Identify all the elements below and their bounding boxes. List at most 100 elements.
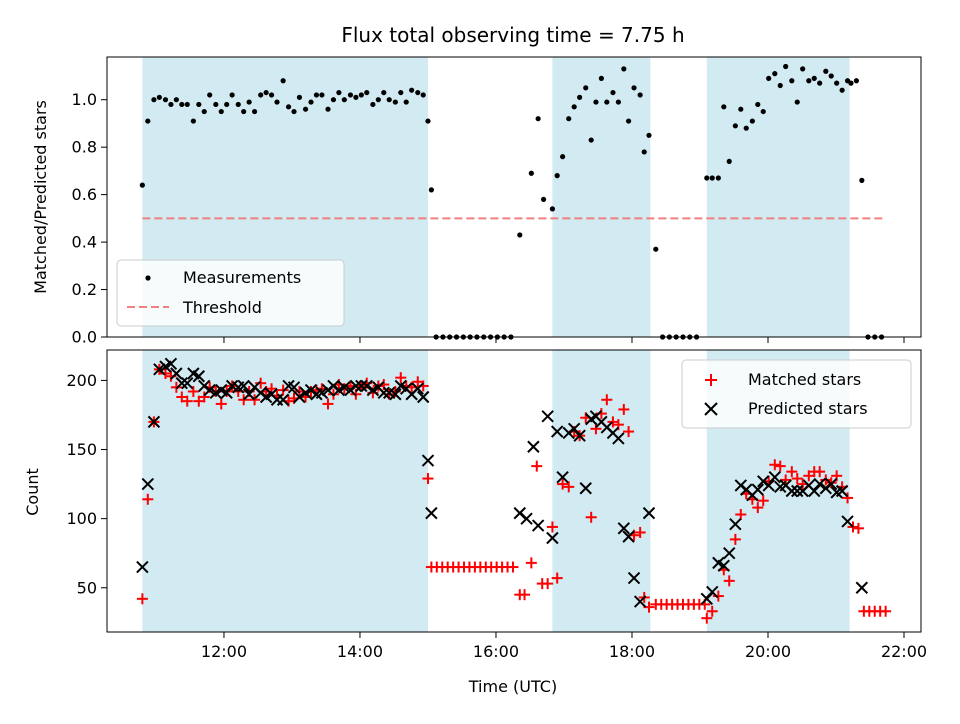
matched-star-point: [814, 466, 826, 478]
matched-star-point: [791, 473, 803, 485]
matched-star-point: [757, 495, 769, 507]
ratio-panel: 0.0 0.2 0.4 0.6 0.8 1.0 Matched/Predicted sta…: [31, 56, 922, 347]
predicted-star-point: [546, 531, 559, 545]
top-axes-frame: [106, 56, 922, 338]
predicted-star-point: [622, 530, 635, 543]
measurement-point: [598, 75, 604, 81]
legend-measurements-label: Measurements: [183, 268, 301, 287]
measurement-point: [859, 177, 865, 183]
measurement-point: [381, 89, 387, 96]
measurement-point: [789, 78, 795, 84]
top-y-axis-label: Matched/Predicted stars: [31, 100, 50, 294]
predicted-star-point: [556, 470, 569, 484]
matched-star-point: [187, 385, 199, 397]
predicted-star-point: [175, 376, 189, 390]
x-tick-label: 12:00: [201, 642, 247, 661]
top-plot-area: [139, 63, 885, 340]
predicted-star-point: [349, 379, 363, 393]
figure-title: Flux total observing time = 7.75 h: [341, 23, 684, 47]
predicted-star-point: [389, 388, 402, 401]
measurement-point: [535, 116, 541, 122]
predicted-star-point: [729, 517, 742, 531]
matched-star-point: [634, 526, 646, 538]
matched-star-point: [880, 605, 892, 617]
measurement-point: [184, 101, 190, 108]
predicted-star-point: [627, 571, 641, 585]
measurement-point: [403, 99, 409, 105]
measurement-point: [653, 246, 659, 252]
predicted-star-point: [617, 522, 631, 535]
predicted-star-point: [762, 479, 775, 492]
predicted-star-point: [421, 454, 435, 467]
measurement-point: [218, 108, 224, 115]
legend-predicted-label: Predicted stars: [748, 399, 868, 418]
measurement-point: [420, 92, 426, 98]
matched-star-point: [729, 533, 741, 545]
predicted-star-point: [768, 470, 781, 484]
measurement-point: [583, 85, 589, 91]
measurement-point: [415, 89, 421, 96]
measurement-point: [800, 66, 806, 72]
matched-star-point: [769, 459, 781, 471]
matched-star-point: [752, 502, 764, 514]
measurement-point: [330, 97, 337, 103]
measurement-point: [709, 175, 715, 181]
matched-star-point: [852, 522, 864, 534]
matched-star-point: [546, 521, 558, 533]
predicted-star-point: [835, 484, 849, 498]
measurement-point: [168, 101, 174, 108]
predicted-star-point: [642, 506, 656, 520]
matched-star-point: [142, 493, 154, 505]
measurement-point: [577, 94, 583, 100]
measurement-point: [280, 78, 286, 84]
bottom-legend: Matched stars Predicted stars: [681, 359, 912, 429]
predicted-star-point: [417, 390, 430, 404]
matched-star-point: [623, 426, 635, 438]
matched-star-point: [618, 403, 630, 415]
measurement-point: [246, 99, 252, 105]
matched-star-point: [395, 372, 407, 384]
matched-star-point: [519, 589, 531, 601]
matched-star-point: [712, 590, 724, 602]
top-y-axis: 0.0 0.2 0.4 0.6 0.8 1.0: [72, 90, 107, 347]
measurement-point: [302, 106, 309, 112]
y-tick-label: 100: [66, 509, 97, 528]
predicted-star-point: [377, 386, 390, 400]
predicted-star-point: [723, 546, 736, 560]
measurement-point: [336, 89, 342, 96]
measurement-point: [848, 80, 854, 86]
measurement-point: [593, 99, 599, 105]
measurement-point: [213, 101, 219, 108]
measurement-point: [610, 89, 616, 96]
matched-star-point: [563, 481, 575, 493]
measurement-point: [370, 101, 376, 108]
top-x-axis-ticks: [223, 337, 905, 343]
measurement-point: [834, 80, 840, 86]
matched-star-point: [507, 561, 519, 573]
measurement-point: [392, 99, 398, 105]
bottom-axes-frame: [106, 349, 922, 633]
measurement-point: [263, 89, 269, 96]
measurement-point: [554, 173, 560, 179]
measurement-point: [621, 66, 627, 72]
x-tick-label: 20:00: [745, 642, 791, 661]
measurement-point: [428, 187, 434, 193]
top-legend-box: [116, 259, 345, 327]
x-tick-label: 16:00: [473, 642, 519, 661]
predicted-star-point: [170, 367, 183, 380]
legend-matched-marker: [705, 374, 717, 386]
predicted-star-point: [825, 477, 838, 491]
matched-star-point: [322, 398, 334, 410]
measurement-point: [325, 106, 331, 112]
predicted-star-point: [573, 429, 586, 442]
predicted-star-point: [527, 440, 540, 453]
legend-predicted-marker: [704, 402, 718, 416]
matched-star-point: [842, 492, 854, 504]
measurement-point: [353, 94, 359, 100]
measurement-point: [386, 97, 392, 103]
measurement-point: [224, 101, 230, 108]
measurement-point: [777, 82, 783, 89]
measurement-point: [285, 104, 292, 110]
matched-star-point: [136, 593, 148, 605]
predicted-star-point: [612, 432, 625, 445]
